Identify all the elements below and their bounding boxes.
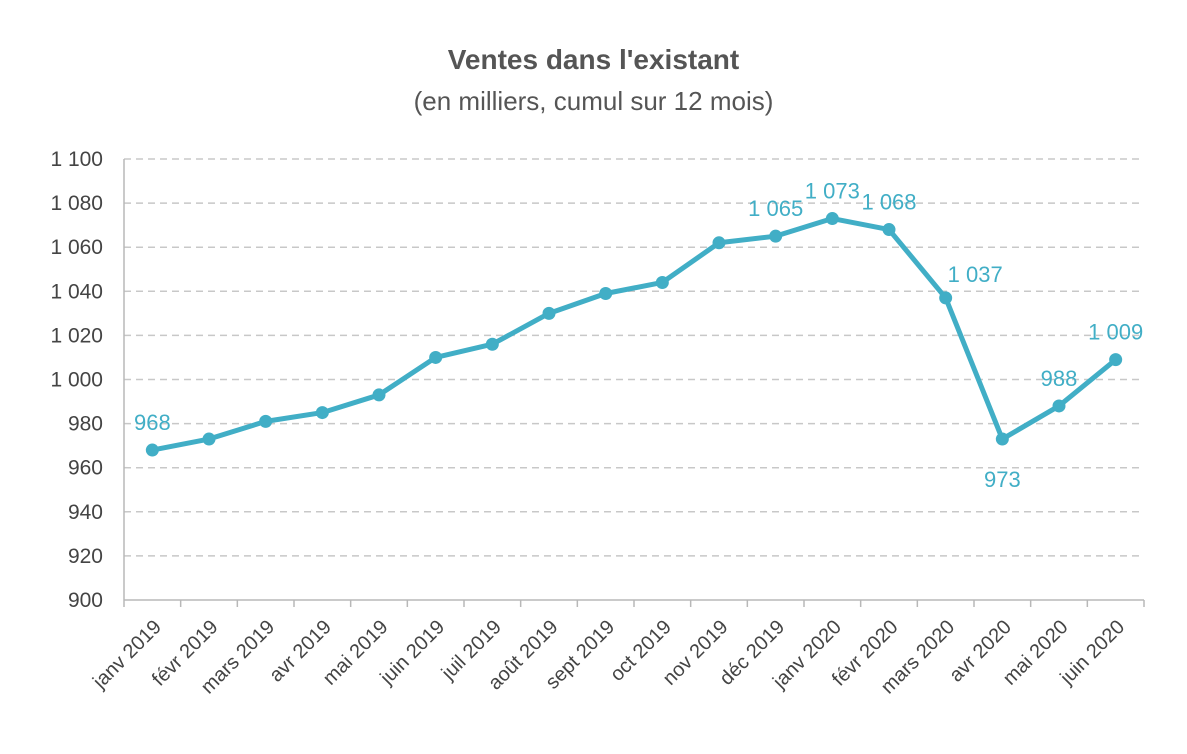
y-tick-label: 900: [68, 589, 103, 612]
data-point: [825, 212, 839, 226]
data-point: [372, 388, 386, 402]
data-label: 1 068: [861, 190, 916, 215]
y-tick-label: 1 020: [50, 324, 103, 347]
y-tick-label: 1 000: [50, 369, 103, 392]
data-point: [485, 337, 499, 351]
data-point: [1109, 353, 1123, 367]
data-point: [939, 291, 953, 305]
data-point: [882, 223, 896, 237]
data-point: [655, 275, 669, 289]
data-label: 1 073: [805, 179, 860, 204]
series-line: [149, 216, 1119, 453]
y-tick-label: 920: [68, 545, 103, 568]
data-point: [542, 306, 556, 320]
y-tick-label: 1 080: [50, 192, 103, 215]
y-tick-label: 1 040: [50, 280, 103, 303]
data-point: [995, 432, 1009, 446]
data-point: [259, 414, 273, 428]
data-label: 1 037: [948, 262, 1003, 287]
data-label: 988: [1041, 366, 1078, 391]
data-label: 1 009: [1088, 320, 1143, 345]
data-label: 973: [984, 467, 1021, 492]
y-tick-label: 980: [68, 413, 103, 436]
y-tick-label: 1 100: [50, 148, 103, 171]
data-point: [769, 229, 783, 243]
chart-title: Ventes dans l'existant: [447, 44, 740, 75]
chart-subtitle: (en milliers, cumul sur 12 mois): [413, 86, 774, 116]
data-point: [315, 406, 329, 420]
y-tick-label: 1 060: [50, 236, 103, 259]
data-point: [145, 443, 159, 457]
data-point: [1052, 399, 1066, 413]
data-point: [202, 432, 216, 446]
y-tick-label: 940: [68, 501, 103, 524]
data-point: [599, 287, 613, 301]
y-tick-label: 960: [68, 457, 103, 480]
data-label: 1 065: [748, 196, 803, 221]
data-point: [712, 236, 726, 250]
data-label: 968: [134, 410, 171, 435]
data-point: [429, 350, 443, 364]
